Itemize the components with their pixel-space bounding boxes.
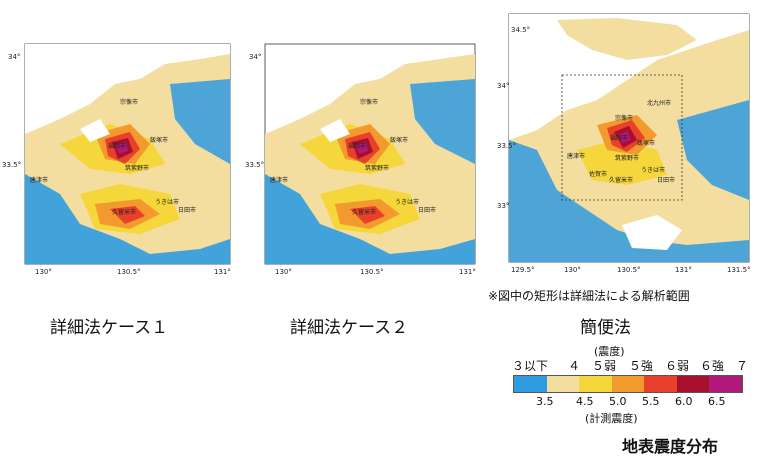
map3-y-tick-3: 33.5° [497, 142, 516, 150]
map3-city-label: 福岡市 [610, 134, 628, 142]
map3-city-label: 筑紫野市 [615, 154, 639, 162]
legend-measured-label: 3.5 [536, 395, 554, 408]
map3-city-label: 日田市 [657, 176, 675, 184]
legend-color-bar [513, 375, 743, 393]
legend-intensity-label: ３以下 [512, 359, 549, 373]
map1-x-tick-3: 131° [214, 268, 231, 276]
map2-x-tick-3: 131° [459, 268, 476, 276]
map3-y-tick-1: 34.5° [511, 26, 530, 34]
map2-y-tick-1: 34° [249, 53, 261, 61]
map2-city-label: 飯塚市 [390, 136, 408, 144]
legend-swatch [611, 376, 645, 392]
analysis-range-rectangle [561, 74, 683, 201]
seismic-map-detailed-case2: 130° 130.5° 131° 34° 33.5° 宗像市 飯塚市 福岡市 筑… [245, 43, 476, 276]
seismic-map-simplified: 129.5° 130° 130.5° 131° 131.5° 34.5° 34°… [497, 13, 751, 274]
legend-swatch [676, 376, 710, 392]
map3-city-label: 飯塚市 [637, 139, 655, 147]
map3-y-tick-2: 34° [497, 82, 509, 90]
legend-swatch [546, 376, 580, 392]
legend-measured-label: 6.0 [675, 395, 693, 408]
legend-subtitle: (計測震度) [585, 412, 638, 425]
legend-intensity-label: ４ [568, 359, 581, 373]
map1-city-label: 筑紫野市 [125, 164, 149, 172]
map3-y-tick-4: 33° [497, 202, 509, 210]
map1-city-label: うきは市 [155, 198, 179, 206]
map1-city-label: 久留米市 [112, 208, 136, 216]
legend-swatch [514, 376, 547, 392]
analysis-range-note: ※図中の矩形は詳細法による解析範囲 [488, 289, 690, 303]
map3-city-label: 佐賀市 [589, 170, 607, 178]
map3-x-tick-2: 130° [564, 266, 581, 274]
legend-intensity-label: ５弱 [592, 359, 617, 373]
map2-y-tick-2: 33.5° [245, 161, 264, 169]
legend-measured-label: 5.0 [609, 395, 627, 408]
map-caption-case2: 詳細法ケース２ [290, 318, 409, 338]
legend-swatch [579, 376, 612, 392]
map1-city-label: 飯塚市 [150, 136, 168, 144]
map1-city-label: 日田市 [178, 206, 196, 214]
map1-x-tick-1: 130° [35, 268, 52, 276]
map3-city-label: 宗像市 [615, 114, 633, 122]
legend-measured-label: 4.5 [576, 395, 594, 408]
map3-city-label: 久留米市 [609, 176, 633, 184]
map3-city-label: 唐津市 [567, 152, 585, 160]
map3-city-label: 北九州市 [647, 99, 671, 107]
map1-city-label: 唐津市 [30, 176, 48, 184]
map2-city-label: 宗像市 [360, 98, 378, 106]
map2-city-label: 唐津市 [270, 176, 288, 184]
legend-intensity-label: ６強 [700, 359, 725, 373]
map2-city-label: 福岡市 [348, 142, 366, 150]
legend-measured-labels: 3.5 4.5 5.0 5.5 6.0 6.5 [510, 395, 750, 409]
map1-x-tick-2: 130.5° [117, 268, 141, 276]
map2-x-tick-2: 130.5° [360, 268, 384, 276]
map1-y-tick-2: 33.5° [2, 161, 21, 169]
seismic-map-detailed-case1: 130° 130.5° 131° 34° 33.5° 宗像市 飯塚市 福岡市 筑… [2, 43, 231, 276]
legend-intensity-label: ５強 [629, 359, 654, 373]
map2-city-label: 日田市 [418, 206, 436, 214]
map3-x-tick-5: 131.5° [727, 266, 751, 274]
map1-city-label: 宗像市 [120, 98, 138, 106]
map2-x-tick-1: 130° [275, 268, 292, 276]
legend-intensity-label: ７ [736, 359, 749, 373]
legend-intensity-label: ６弱 [665, 359, 690, 373]
map3-x-tick-3: 130.5° [617, 266, 641, 274]
map1-city-label: 福岡市 [108, 142, 126, 150]
legend-measured-label: 5.5 [642, 395, 660, 408]
legend-measured-label: 6.5 [708, 395, 726, 408]
map-caption-case1: 詳細法ケース１ [50, 318, 169, 338]
map2-city-label: 久留米市 [352, 208, 376, 216]
legend-title: (震度) [594, 345, 625, 358]
map3-city-label: うきは市 [641, 166, 665, 174]
map1-y-tick-1: 34° [8, 53, 20, 61]
legend-swatch [644, 376, 677, 392]
map-caption-simplified: 簡便法 [580, 318, 631, 338]
map3-x-tick-4: 131° [675, 266, 692, 274]
figure-title: 地表震度分布 [622, 437, 719, 456]
map2-city-label: 筑紫野市 [365, 164, 389, 172]
legend-swatch [709, 376, 743, 392]
map2-city-label: うきは市 [395, 198, 419, 206]
map3-x-tick-1: 129.5° [511, 266, 535, 274]
legend-intensity-labels: ３以下 ４ ５弱 ５強 ６弱 ６強 ７ [510, 357, 750, 373]
